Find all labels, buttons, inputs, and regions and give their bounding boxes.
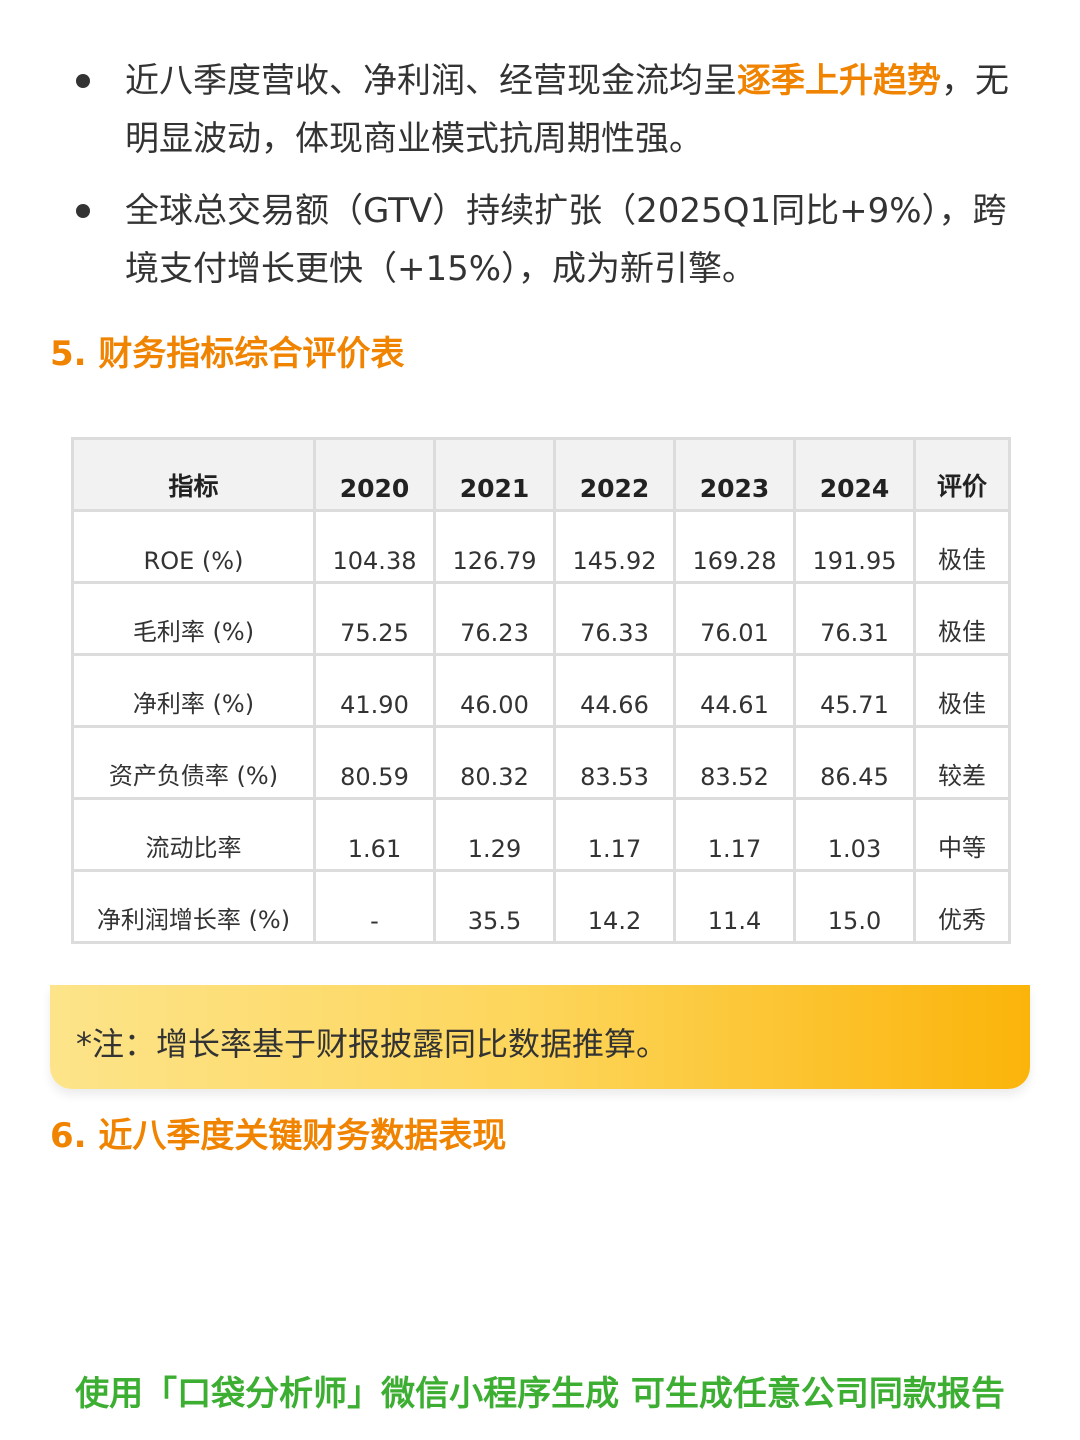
header-cell: 2020 <box>313 437 436 512</box>
table-cell: 126.79 <box>433 509 556 584</box>
table-cell: 104.38 <box>313 509 436 584</box>
table-cell: 优秀 <box>913 869 1011 944</box>
table-cell: 中等 <box>913 797 1011 872</box>
table-row: 净利润增长率 (%) - 35.5 14.2 11.4 15.0 优秀 <box>71 869 1011 944</box>
table-cell: 1.17 <box>673 797 796 872</box>
bullet-item-gtv: 全球总交易额（GTV）持续扩张（2025Q1同比+9%），跨境支付增长更快（+1… <box>70 182 1010 298</box>
table-cell: 44.66 <box>553 653 676 728</box>
table-cell: 45.71 <box>793 653 916 728</box>
table-cell: 169.28 <box>673 509 796 584</box>
table-cell: 41.90 <box>313 653 436 728</box>
table-cell: 11.4 <box>673 869 796 944</box>
bullet-dot-icon <box>76 204 90 218</box>
table-cell: 极佳 <box>913 653 1011 728</box>
section-title-5: 5. 财务指标综合评价表 <box>50 334 405 374</box>
header-cell: 评价 <box>913 437 1011 512</box>
header-cell: 2023 <box>673 437 796 512</box>
table-row: ROE (%) 104.38 126.79 145.92 169.28 191.… <box>71 509 1011 584</box>
table-cell: 净利率 (%) <box>71 653 316 728</box>
bullet-text-after: ，无明显波动，体现商业模式抗周期性强。 <box>125 61 1009 159</box>
footer-promo: 使用「口袋分析师」微信小程序生成 可生成任意公司同款报告 <box>75 1374 1005 1414</box>
table-cell: 流动比率 <box>71 797 316 872</box>
table-cell: 1.61 <box>313 797 436 872</box>
bullet-highlight: 逐季上升趋势 <box>737 61 941 101</box>
table-cell: ROE (%) <box>71 509 316 584</box>
table-cell: 极佳 <box>913 581 1011 656</box>
table-cell: 较差 <box>913 725 1011 800</box>
table-cell: 83.52 <box>673 725 796 800</box>
table-cell: 44.61 <box>673 653 796 728</box>
table-cell: 80.32 <box>433 725 556 800</box>
table-cell: 191.95 <box>793 509 916 584</box>
table-cell: 毛利率 (%) <box>71 581 316 656</box>
header-cell: 2021 <box>433 437 556 512</box>
table-cell: 76.01 <box>673 581 796 656</box>
table-cell: 145.92 <box>553 509 676 584</box>
bullet-list: 近八季度营收、净利润、经营现金流均呈逐季上升趋势，无明显波动，体现商业模式抗周期… <box>70 52 1010 312</box>
bullet-dot-icon <box>76 74 90 88</box>
table-row: 流动比率 1.61 1.29 1.17 1.17 1.03 中等 <box>71 797 1011 872</box>
financial-table-container: 指标 2020 2021 2022 2023 2024 评价 ROE (%) 1… <box>71 437 1011 944</box>
header-cell: 2024 <box>793 437 916 512</box>
table-cell: 15.0 <box>793 869 916 944</box>
header-cell: 2022 <box>553 437 676 512</box>
table-row: 净利率 (%) 41.90 46.00 44.66 44.61 45.71 极佳 <box>71 653 1011 728</box>
bullet-item-trend: 近八季度营收、净利润、经营现金流均呈逐季上升趋势，无明显波动，体现商业模式抗周期… <box>70 52 1010 168</box>
table-cell: 35.5 <box>433 869 556 944</box>
bullet-text-before: 近八季度营收、净利润、经营现金流均呈 <box>125 61 737 101</box>
financial-evaluation-table: 指标 2020 2021 2022 2023 2024 评价 ROE (%) 1… <box>71 437 1011 944</box>
table-cell: 1.29 <box>433 797 556 872</box>
header-cell: 指标 <box>71 437 316 512</box>
table-cell: 76.31 <box>793 581 916 656</box>
table-cell: 86.45 <box>793 725 916 800</box>
table-cell: 1.03 <box>793 797 916 872</box>
table-cell: 76.23 <box>433 581 556 656</box>
table-cell: 83.53 <box>553 725 676 800</box>
note-text: *注：增长率基于财报披露同比数据推算。 <box>76 1025 669 1063</box>
table-cell: 资产负债率 (%) <box>71 725 316 800</box>
table-cell: 80.59 <box>313 725 436 800</box>
table-cell: - <box>313 869 436 944</box>
note-callout: *注：增长率基于财报披露同比数据推算。 <box>50 985 1030 1089</box>
table-cell: 75.25 <box>313 581 436 656</box>
table-cell: 14.2 <box>553 869 676 944</box>
section-title-6: 6. 近八季度关键财务数据表现 <box>50 1116 507 1156</box>
table-header-row: 指标 2020 2021 2022 2023 2024 评价 <box>71 437 1011 512</box>
table-cell: 净利润增长率 (%) <box>71 869 316 944</box>
table-row: 资产负债率 (%) 80.59 80.32 83.53 83.52 86.45 … <box>71 725 1011 800</box>
bullet-text: 全球总交易额（GTV）持续扩张（2025Q1同比+9%），跨境支付增长更快（+1… <box>125 191 1007 289</box>
table-row: 毛利率 (%) 75.25 76.23 76.33 76.01 76.31 极佳 <box>71 581 1011 656</box>
table-cell: 76.33 <box>553 581 676 656</box>
table-cell: 1.17 <box>553 797 676 872</box>
table-cell: 46.00 <box>433 653 556 728</box>
table-cell: 极佳 <box>913 509 1011 584</box>
